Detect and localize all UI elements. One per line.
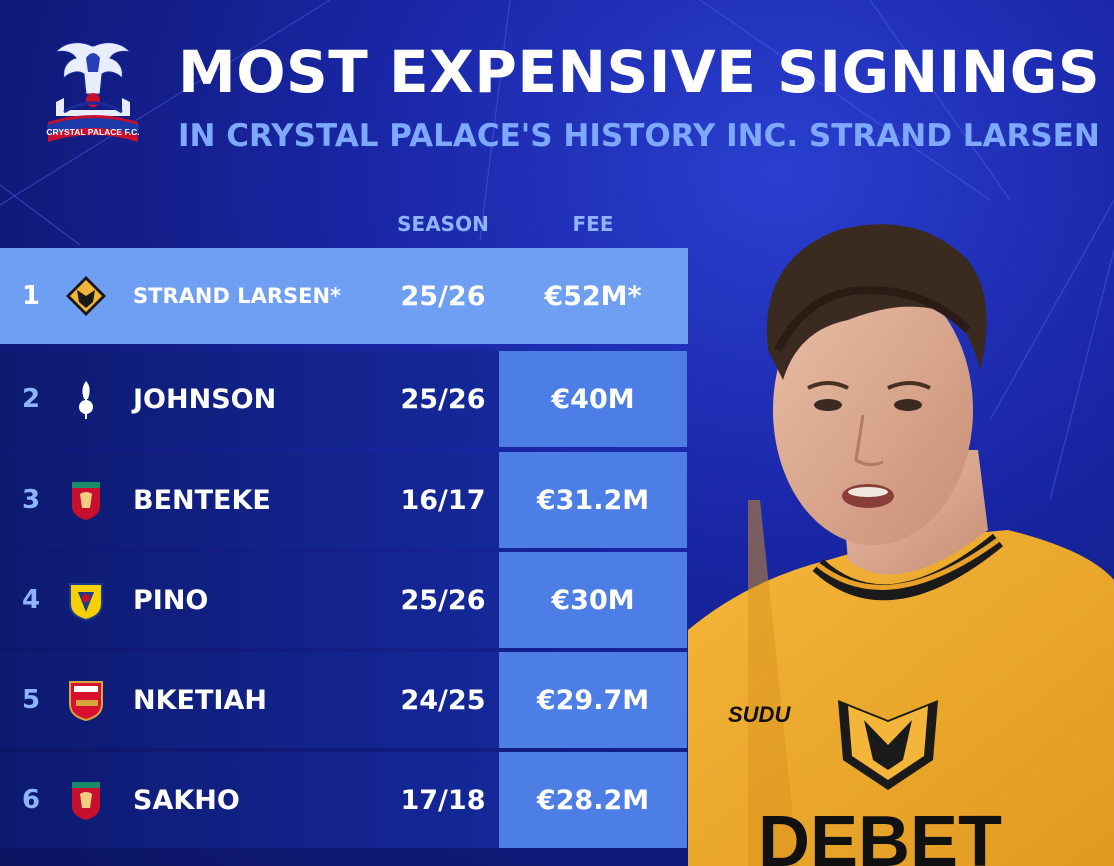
season-value: 25/26 [400, 584, 486, 616]
wolves-crest-icon [66, 276, 106, 316]
season-value: 16/17 [400, 484, 486, 516]
liverpool-crest-icon [72, 782, 100, 820]
player-name: STRAND LARSEN* [133, 284, 342, 308]
table-row: 4 PINO 25/26 €30M [0, 552, 688, 648]
shirt-brand-text: SUDU [728, 702, 791, 727]
tottenham-crest-icon [79, 381, 93, 419]
rank-number: 5 [22, 685, 41, 715]
arsenal-crest-icon [69, 681, 103, 722]
villarreal-crest-icon [69, 583, 103, 622]
rank-number: 4 [22, 585, 41, 615]
table-row: 6 SAKHO 17/18 €28.2M [0, 752, 688, 848]
season-value: 24/25 [400, 684, 486, 716]
rank-number: 1 [22, 281, 41, 311]
crystal-palace-crest-icon: CRYSTAL PALACE F.C. [46, 42, 140, 142]
shirt-sponsor-text: DEBET [758, 802, 1002, 866]
rank-number: 3 [22, 485, 41, 515]
player-photo: SUDU DEBET [688, 224, 1114, 866]
player-name: PINO [133, 584, 209, 616]
season-value: 25/26 [400, 383, 486, 415]
page-subtitle: IN CRYSTAL PALACE'S HISTORY INC. STRAND … [178, 118, 1100, 154]
rank-number: 2 [22, 384, 41, 414]
liverpool-crest-icon [72, 482, 100, 520]
fee-value: €31.2M [536, 484, 650, 516]
svg-text:CRYSTAL PALACE F.C.: CRYSTAL PALACE F.C. [46, 127, 139, 137]
fee-value: €52M* [544, 280, 642, 312]
table-row: 1 STRAND LARSEN* 25/26 €52M* [0, 248, 688, 344]
player-name: NKETIAH [133, 684, 267, 716]
season-column-header: SEASON [397, 212, 489, 236]
season-value: 25/26 [400, 280, 486, 312]
player-name: SAKHO [133, 784, 240, 816]
page-title: MOST EXPENSIVE SIGNINGS [178, 38, 1101, 106]
fee-value: €30M [551, 584, 635, 616]
fee-value: €28.2M [536, 784, 650, 816]
player-name: BENTEKE [133, 484, 271, 516]
fee-value: €40M [551, 383, 635, 415]
player-name: JOHNSON [133, 383, 277, 415]
fee-value: €29.7M [536, 684, 650, 716]
fee-column-header: FEE [572, 212, 614, 236]
season-value: 17/18 [400, 784, 486, 816]
table-row: 2 JOHNSON 25/26 €40M [0, 351, 688, 447]
table-row: 3 BENTEKE 16/17 €31.2M [0, 452, 688, 548]
rank-number: 6 [22, 785, 41, 815]
table-row: 5 NKETIAH 24/25 €29.7M [0, 652, 688, 748]
